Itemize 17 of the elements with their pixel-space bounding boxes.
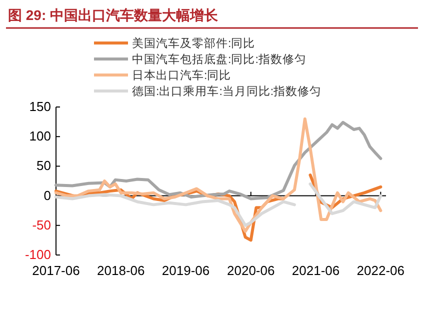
x-tick-label: 2018-06: [97, 263, 145, 278]
legend-label: 美国汽车及零部件:同比: [132, 36, 256, 50]
y-tick-label: 100: [29, 128, 51, 144]
chart-title: 图 29: 中国出口汽车数量大幅增长: [8, 7, 220, 23]
y-tick-label: 0: [44, 188, 51, 203]
x-tick-label: 2022-06: [356, 263, 405, 278]
x-tick-label: 2020-06: [227, 263, 275, 278]
x-tick-label: 2021-06: [292, 263, 340, 278]
legend-label: 日本出口汽车:同比: [132, 68, 232, 82]
y-tick-label: 50: [36, 158, 51, 174]
legend-label: 德国:出口乘用车:当月同比:指数修匀: [132, 84, 322, 98]
x-tick-label: 2019-06: [162, 263, 210, 278]
y-tick-label: -100: [24, 247, 51, 262]
legend-label: 中国汽车包括底盘:同比:指数修匀: [132, 52, 306, 66]
y-tick-label: -50: [32, 217, 51, 232]
y-tick-label: 150: [29, 99, 51, 114]
x-tick-label: 2017-06: [32, 263, 80, 278]
